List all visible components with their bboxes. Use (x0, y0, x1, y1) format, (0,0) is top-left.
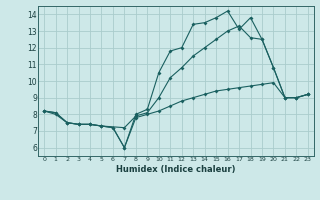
X-axis label: Humidex (Indice chaleur): Humidex (Indice chaleur) (116, 165, 236, 174)
